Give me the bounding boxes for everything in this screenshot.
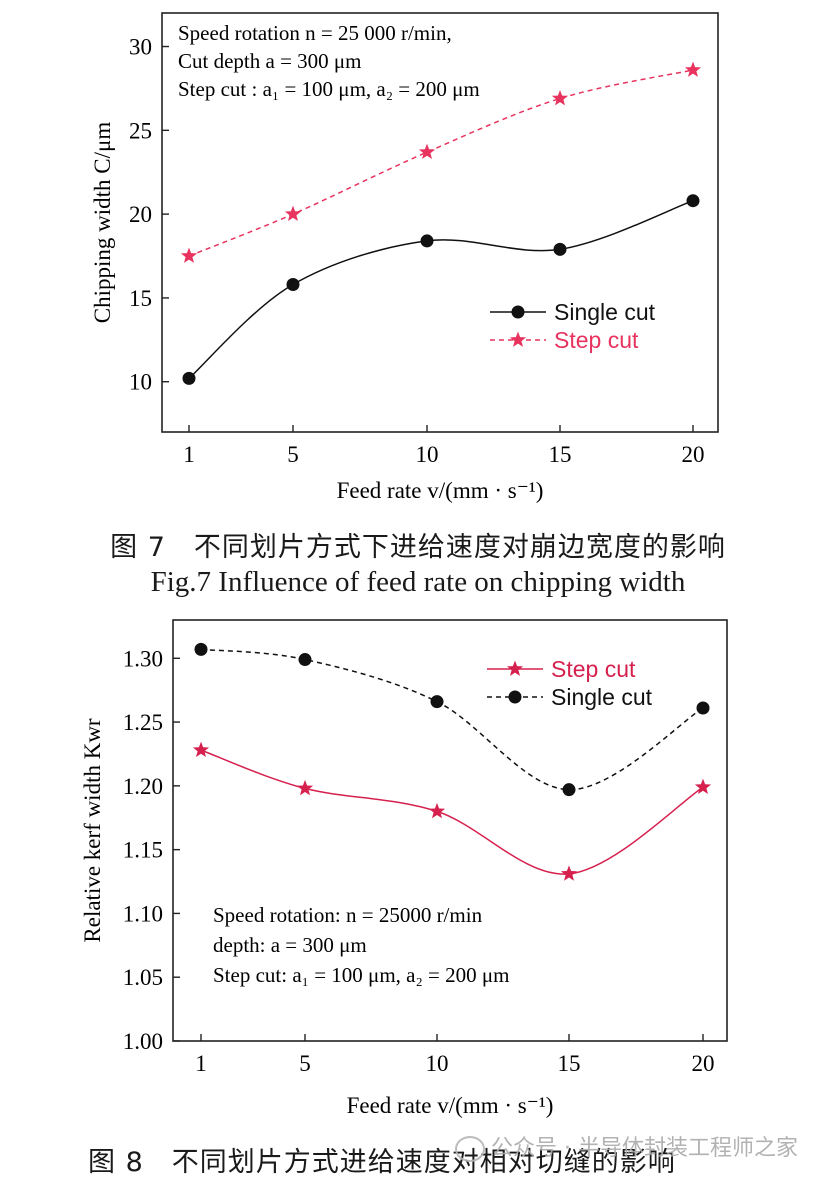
data-point-step-cut <box>560 865 578 881</box>
legend-marker <box>509 331 527 347</box>
x-tick-label: 1 <box>195 1051 207 1076</box>
figure-8-caption-cn: 图 8 不同划片方式进给速度对相对切缝的影响 <box>88 1147 676 1178</box>
y-tick-label: 10 <box>129 370 152 395</box>
x-tick-label: 10 <box>416 442 439 467</box>
x-tick-label: 5 <box>299 1051 311 1076</box>
data-point-step-cut <box>296 779 314 796</box>
wechat-icon <box>455 1136 485 1162</box>
data-point-step-cut <box>418 143 436 159</box>
y-tick-label: 1.25 <box>123 710 163 735</box>
figure-7-caption-cn: 图 7 不同划片方式下进给速度对崩边宽度的影响 <box>110 532 726 563</box>
data-point-single-cut <box>182 371 196 385</box>
plot-frame <box>172 619 728 1042</box>
data-point-single-cut <box>286 278 300 292</box>
x-tick-label: 1 <box>183 442 195 467</box>
plot-frame <box>161 12 719 433</box>
x-tick-label: 15 <box>558 1051 581 1076</box>
annotation-line: Step cut: a₁ = 100 μm, a₂ = 200 μm <box>213 963 509 987</box>
y-tick-label: 15 <box>129 286 152 311</box>
data-point-single-cut <box>420 234 434 248</box>
data-point-single-cut <box>298 653 312 667</box>
data-point-single-cut <box>696 701 710 715</box>
y-tick-label: 30 <box>129 35 152 60</box>
y-tick-label: 1.05 <box>123 965 163 990</box>
figure-7-caption-en: Fig.7 Influence of feed rate on chipping… <box>150 566 686 598</box>
data-point-step-cut <box>694 778 712 794</box>
y-axis-label: Chipping width C/μm <box>90 122 115 324</box>
x-tick-label: 10 <box>426 1051 449 1076</box>
data-point-single-cut <box>686 194 700 208</box>
legend-label: Single cut <box>551 684 653 710</box>
data-point-single-cut <box>194 642 208 656</box>
annotation-line: Speed rotation n = 25 000 r/min, <box>178 21 452 45</box>
legend-marker <box>511 305 525 319</box>
x-tick-label: 15 <box>549 442 572 467</box>
y-tick-label: 1.10 <box>123 901 163 926</box>
data-point-single-cut <box>553 242 567 256</box>
x-tick-label: 20 <box>692 1051 715 1076</box>
x-tick-label: 20 <box>682 442 705 467</box>
legend-label: Step cut <box>551 656 636 682</box>
legend-marker <box>508 690 522 704</box>
annotation-line: Step cut : a₁ = 100 μm, a₂ = 200 μm <box>178 77 480 101</box>
data-point-step-cut <box>684 61 702 77</box>
data-point-step-cut <box>192 741 210 757</box>
x-axis-label: Feed rate v/(mm · s⁻¹) <box>347 1093 554 1118</box>
annotation-line: depth: a = 300 μm <box>213 933 367 957</box>
y-tick-label: 20 <box>129 202 152 227</box>
figure-8-chart: 1.001.051.101.151.201.251.301 5 10 15 20Feed… <box>80 619 728 1118</box>
x-tick-label: 5 <box>287 442 299 467</box>
y-tick-label: 1.15 <box>123 838 163 863</box>
legend-marker <box>506 660 524 676</box>
y-tick-label: 1.00 <box>123 1029 163 1054</box>
watermark-text: 公众号 · 半导体封装工程师之家 <box>491 1136 798 1161</box>
data-point-step-cut <box>284 205 302 221</box>
series-line-single-cut <box>200 648 704 791</box>
annotation-line: Cut depth a = 300 μm <box>178 49 362 73</box>
y-axis-label: Relative kerf width Kwr <box>80 718 105 943</box>
data-point-step-cut <box>551 90 569 106</box>
data-point-step-cut <box>180 247 198 263</box>
x-axis-label: Feed rate v/(mm · s⁻¹) <box>337 478 544 503</box>
watermark: 公众号 · 半导体封装工程师之家 <box>455 1130 798 1162</box>
legend-label: Step cut <box>554 327 639 353</box>
data-point-step-cut <box>428 802 446 819</box>
annotation-line: Speed rotation: n = 25000 r/min <box>213 903 483 927</box>
y-tick-label: 25 <box>129 118 152 143</box>
data-point-single-cut <box>562 783 576 797</box>
y-tick-label: 1.30 <box>123 646 163 671</box>
y-tick-label: 1.20 <box>123 774 163 799</box>
series-line-step-cut <box>200 749 704 875</box>
data-point-single-cut <box>430 695 444 709</box>
legend-label: Single cut <box>554 299 656 325</box>
